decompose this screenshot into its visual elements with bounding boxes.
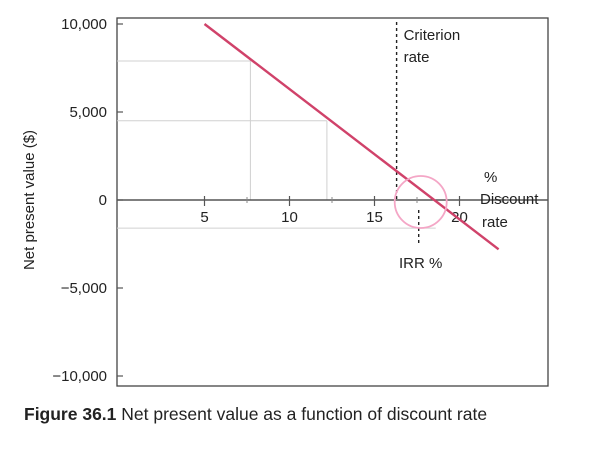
criterion-label-line2: rate: [404, 49, 430, 66]
figure-number: Figure 36.1: [24, 404, 117, 424]
y-tick-label: 5,000: [69, 104, 107, 121]
y-ticks: 10,000 5,000 0 −5,000 −10,000: [52, 16, 123, 385]
x-axis-label-line2: Discount: [480, 191, 539, 208]
figure-caption-text: Net present value as a function of disco…: [121, 404, 488, 424]
irr-highlight-circle: [393, 175, 448, 229]
x-tick-label: 15: [366, 209, 383, 226]
y-tick-label: −10,000: [52, 368, 107, 385]
x-tick-label: 5: [200, 209, 208, 226]
plot-frame: [116, 17, 549, 387]
y-tick-label: 0: [99, 192, 107, 209]
npv-line: [203, 23, 500, 251]
figure-caption: Figure 36.1 Net present value as a funct…: [24, 404, 487, 425]
x-tick-label: 10: [281, 209, 298, 226]
y-tick-label: 10,000: [61, 16, 107, 33]
x-axis-label-line1: %: [484, 169, 497, 186]
y-tick-label: −5,000: [61, 280, 107, 297]
criterion-label-line1: Criterion: [404, 27, 461, 44]
x-axis-label-line3: rate: [482, 214, 508, 231]
npv-series: [203, 23, 500, 251]
x-ticks: 5 10 15 20: [200, 196, 503, 226]
irr-label: IRR %: [399, 255, 442, 272]
y-axis-label: Net present value ($): [21, 130, 38, 270]
reference-lines: [117, 60, 436, 229]
